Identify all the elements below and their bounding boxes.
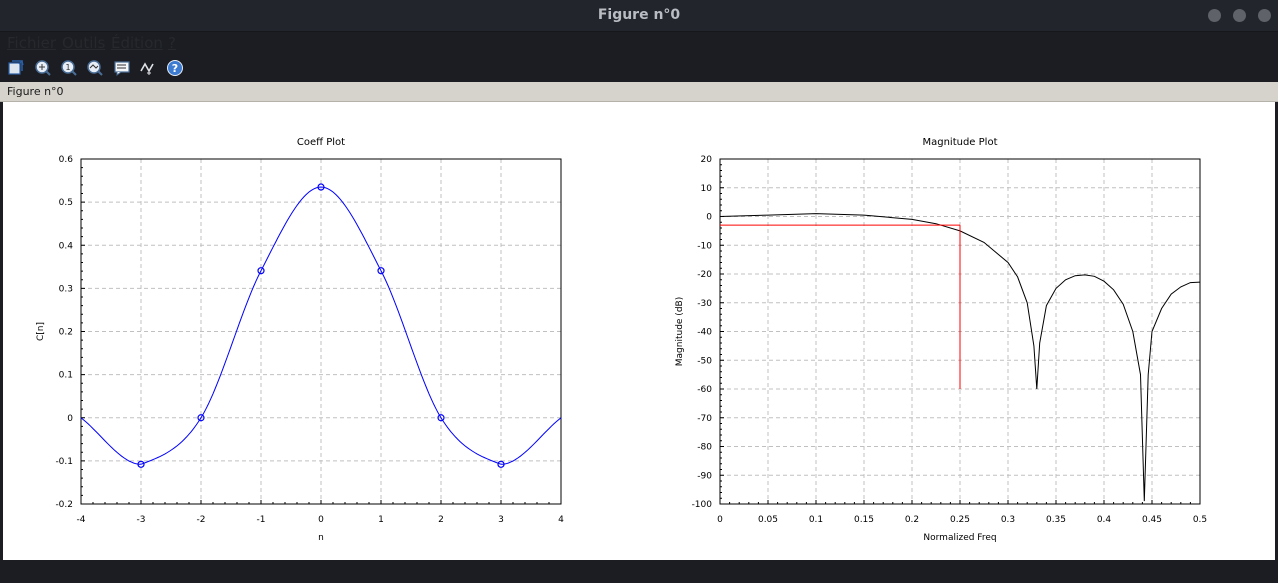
chart1-tick-label-y: 0.5 bbox=[59, 198, 73, 208]
chart1-tick-label-x: -2 bbox=[197, 515, 206, 525]
chart2-tick-label-x: 0.45 bbox=[1142, 515, 1162, 525]
chart1-xlabel: n bbox=[318, 533, 324, 543]
chart2-tick-label-y: -90 bbox=[697, 471, 712, 481]
menu-bar: Fichier Outils Édition ? bbox=[0, 32, 1278, 54]
chart2-tick-label-y: -10 bbox=[697, 241, 712, 251]
curve-icon[interactable] bbox=[139, 59, 157, 77]
chart1-point bbox=[137, 460, 145, 468]
chart2-tick-label-x: 0.3 bbox=[1001, 515, 1015, 525]
chart2-tick-label-x: 0 bbox=[717, 515, 723, 525]
chart1-title: Coeff Plot bbox=[297, 137, 345, 148]
chart2-tick-label-y: 10 bbox=[701, 184, 713, 194]
chart1-tick-label-y: 0.6 bbox=[59, 155, 74, 165]
minimize-button[interactable] bbox=[1208, 9, 1221, 22]
chart1-tick-label-x: 3 bbox=[498, 515, 504, 525]
chart2-tick-label-y: -70 bbox=[697, 414, 712, 424]
chart2-tick-label-x: 0.2 bbox=[905, 515, 919, 525]
chart2-tick-label-y: -30 bbox=[697, 299, 712, 309]
chart1-tick-label-y: -0.2 bbox=[55, 500, 73, 510]
zoom-icon[interactable] bbox=[34, 59, 52, 77]
chart1-tick-label-y: 0.3 bbox=[59, 284, 73, 294]
menu-fichier[interactable]: Fichier bbox=[7, 34, 57, 52]
chart2-tick-label-x: 0.35 bbox=[1046, 515, 1066, 525]
chart2-tick-label-y: -80 bbox=[697, 443, 712, 453]
chart2-series-line bbox=[719, 213, 1201, 502]
window-titlebar: Figure n°0 bbox=[0, 0, 1278, 32]
maximize-button[interactable] bbox=[1233, 9, 1246, 22]
chart1-point bbox=[197, 414, 205, 422]
chart2-tick-label-y: -100 bbox=[692, 500, 713, 510]
datatip-icon[interactable] bbox=[86, 59, 104, 77]
rotate-icon[interactable] bbox=[7, 59, 25, 77]
chart2-xlabel: Normalized Freq bbox=[923, 533, 996, 543]
chart2-tick-label-x: 0.1 bbox=[809, 515, 823, 525]
legend-icon[interactable] bbox=[113, 59, 131, 77]
chart2-tick-label-x: 0.5 bbox=[1193, 515, 1207, 525]
svg-text:?: ? bbox=[172, 62, 178, 75]
chart2-tick-label-y: 20 bbox=[701, 155, 713, 165]
figure-canvas: -4 -3 -2 -1 0 1 2 3 4 -0.2 -0.1 0 0.1 0.2 0.3 0.4 0.5 0.6… bbox=[3, 102, 1275, 560]
window-title: Figure n°0 bbox=[597, 7, 681, 23]
chart1-tick-label-x: 1 bbox=[378, 515, 384, 525]
chart1-point bbox=[317, 183, 325, 191]
chart1-series-line bbox=[80, 186, 562, 465]
bottom-bar bbox=[0, 561, 1278, 583]
chart1-tick-label-y: 0.2 bbox=[59, 328, 73, 338]
plots-svg: -4 -3 -2 -1 0 1 2 3 4-0.2-0.100.10.20.30.40.50.6… bbox=[36, 137, 1207, 543]
chart2-tick-label-y: -60 bbox=[697, 385, 712, 395]
chart2-tick-label-y: 0 bbox=[706, 213, 712, 223]
chart2-title: Magnitude Plot bbox=[922, 137, 997, 148]
close-button[interactable] bbox=[1258, 9, 1271, 22]
chart2-tick-label-x: 0.05 bbox=[758, 515, 778, 525]
chart1-tick-label-x: -1 bbox=[257, 515, 266, 525]
chart1-point bbox=[497, 460, 505, 468]
chart1-tick-label-x: -3 bbox=[137, 515, 146, 525]
chart2-tick-label-y: -50 bbox=[697, 356, 712, 366]
chart2-ylabel: Magnitude (dB) bbox=[675, 297, 685, 366]
figure-label: Figure n°0 bbox=[7, 85, 64, 98]
chart2-tick-label-x: 0.4 bbox=[1097, 515, 1112, 525]
chart1-tick-label-x: -4 bbox=[77, 515, 86, 525]
menu-help[interactable]: ? bbox=[168, 34, 176, 52]
chart1-tick-label-y: 0 bbox=[67, 414, 73, 424]
chart1-tick-label-x: 0 bbox=[318, 515, 324, 525]
svg-text:1: 1 bbox=[65, 63, 70, 72]
chart1-point bbox=[377, 267, 385, 275]
figure-label-bar: Figure n°0 bbox=[0, 82, 1278, 102]
chart1-point bbox=[257, 267, 265, 275]
chart1-ylabel: C[n] bbox=[36, 322, 46, 341]
chart1-point bbox=[437, 414, 445, 422]
chart1-tick-label-x: 2 bbox=[438, 515, 444, 525]
chart2-tick-label-y: -40 bbox=[697, 328, 712, 338]
chart1-tick-label-x: 4 bbox=[558, 515, 564, 525]
menu-outils[interactable]: Outils bbox=[62, 34, 106, 52]
toolbar: 1 ? bbox=[0, 56, 1278, 80]
chart2-tick-label-x: 0.25 bbox=[950, 515, 970, 525]
help-icon[interactable]: ? bbox=[166, 59, 184, 77]
chart1-tick-label-y: 0.1 bbox=[59, 371, 73, 381]
chart2-tick-label-y: -20 bbox=[697, 270, 712, 280]
menu-edition[interactable]: Édition bbox=[111, 34, 163, 52]
zoom-reset-icon[interactable]: 1 bbox=[60, 59, 78, 77]
chart1-tick-label-y: 0.4 bbox=[59, 241, 74, 251]
chart1-tick-label-y: -0.1 bbox=[55, 457, 73, 467]
chart2-tick-label-x: 0.15 bbox=[854, 515, 874, 525]
